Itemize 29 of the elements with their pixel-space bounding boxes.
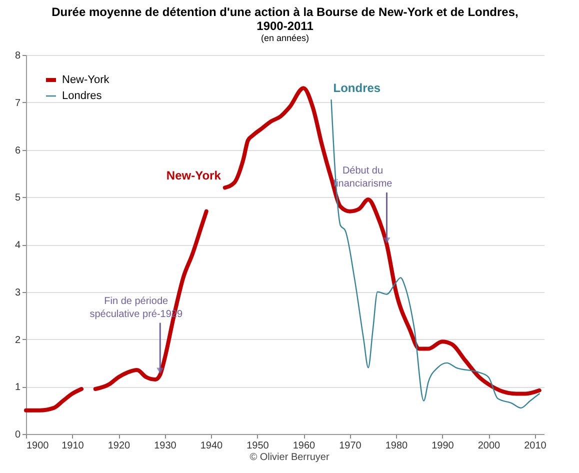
legend-label: Londres (62, 90, 102, 102)
y-tick-label: 3 (14, 287, 21, 298)
legend-label: New-York (62, 74, 110, 86)
y-tick-label: 4 (14, 240, 21, 251)
x-tick-label: 2000 (478, 440, 501, 452)
y-tick-label: 0 (14, 430, 21, 440)
line-series (330, 99, 540, 409)
x-tick-label: 1960 (292, 440, 316, 452)
y-tick-label: 6 (14, 145, 21, 156)
x-tick-label: 1970 (339, 440, 362, 452)
x-tick-label: 1910 (62, 440, 84, 452)
chart-subtitle: (en années) (260, 33, 310, 43)
x-tick-label: 2010 (524, 440, 547, 452)
y-tick-label: 7 (14, 98, 21, 109)
x-tick-label: 1940 (200, 440, 224, 452)
y-tick-label: 8 (14, 50, 21, 62)
annotation: New-York (166, 168, 222, 183)
y-tick-label: 5 (14, 192, 21, 204)
x-tick-label: 1900 (26, 440, 50, 452)
y-tick-label: 1 (14, 382, 21, 394)
x-tick-label: 1920 (108, 440, 131, 452)
x-tick-label: 1930 (154, 440, 177, 452)
text: © Olivier Berruyer (248, 452, 330, 463)
annotation: Londres (333, 81, 381, 96)
x-tick-label: 1990 (432, 440, 454, 452)
y-tick-label: 2 (14, 334, 21, 346)
x-tick-label: 1950 (246, 440, 270, 452)
x-tick-label: 1980 (385, 440, 408, 452)
chart-title: Durée moyenne de détention d'une action à la Bourse de New-York et de Londres, 1900-2011 (52, 5, 518, 33)
